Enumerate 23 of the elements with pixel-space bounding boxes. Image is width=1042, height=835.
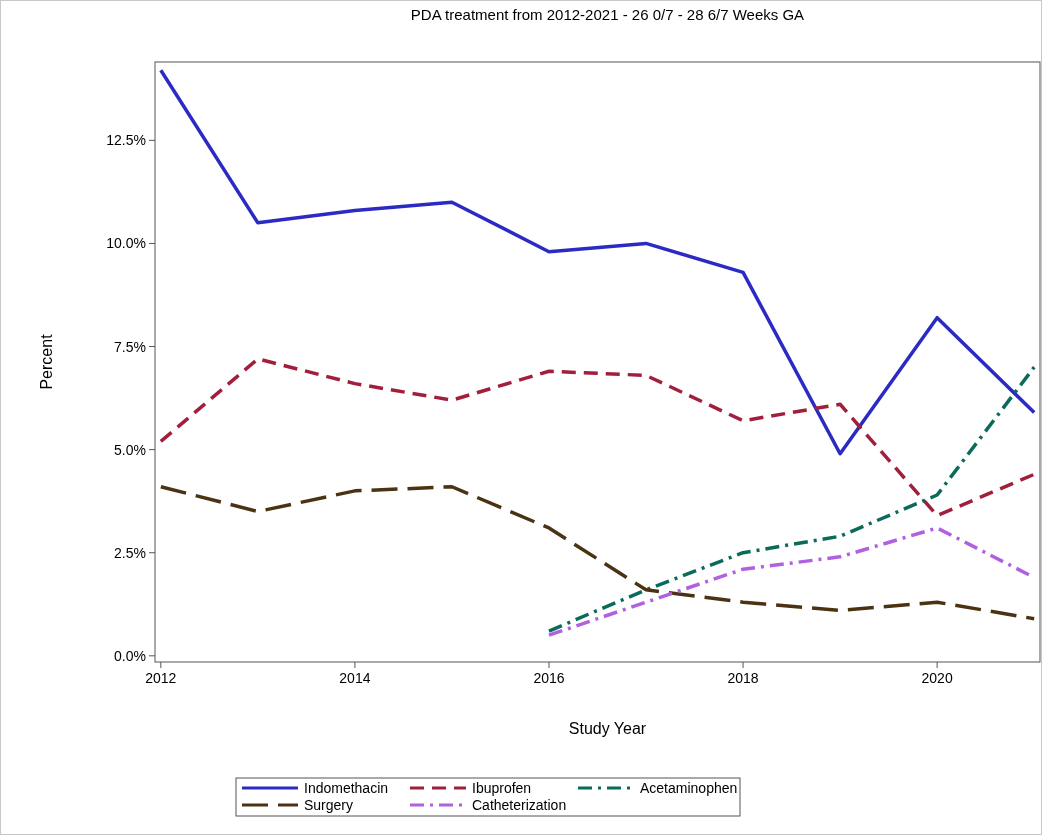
line-series: [547, 365, 1036, 633]
legend-label: Acetaminophen: [640, 780, 738, 796]
y-tick-label: 12.5%: [106, 132, 146, 149]
y-tick-label: 7.5%: [114, 338, 146, 355]
x-tick-label: 2014: [339, 670, 371, 686]
legend-label: Surgery: [304, 797, 354, 813]
legend-label: Catheterization: [472, 797, 567, 813]
line-series: [159, 484, 1036, 621]
y-tick-label: 0.0%: [114, 647, 146, 664]
chart-title: PDA treatment from 2012-2021 - 26 0/7 - 28 6/7 Weeks GA: [410, 6, 805, 23]
x-tick-label: 2018: [727, 670, 759, 686]
x-axis-title: Study Year: [568, 720, 647, 737]
legend-label: Indomethacin: [304, 780, 389, 796]
line-series: [159, 357, 1036, 518]
y-tick-label: 2.5%: [114, 544, 146, 561]
x-tick-label: 2012: [145, 670, 177, 686]
line-series: [159, 68, 1036, 456]
y-tick-label: 10.0%: [106, 235, 146, 252]
legend-label: Ibuprofen: [472, 780, 532, 796]
x-tick-label: 2020: [921, 670, 953, 686]
x-tick-label: 2016: [533, 670, 565, 686]
y-axis-title: Percent: [38, 333, 55, 390]
y-tick-label: 5.0%: [114, 441, 146, 458]
